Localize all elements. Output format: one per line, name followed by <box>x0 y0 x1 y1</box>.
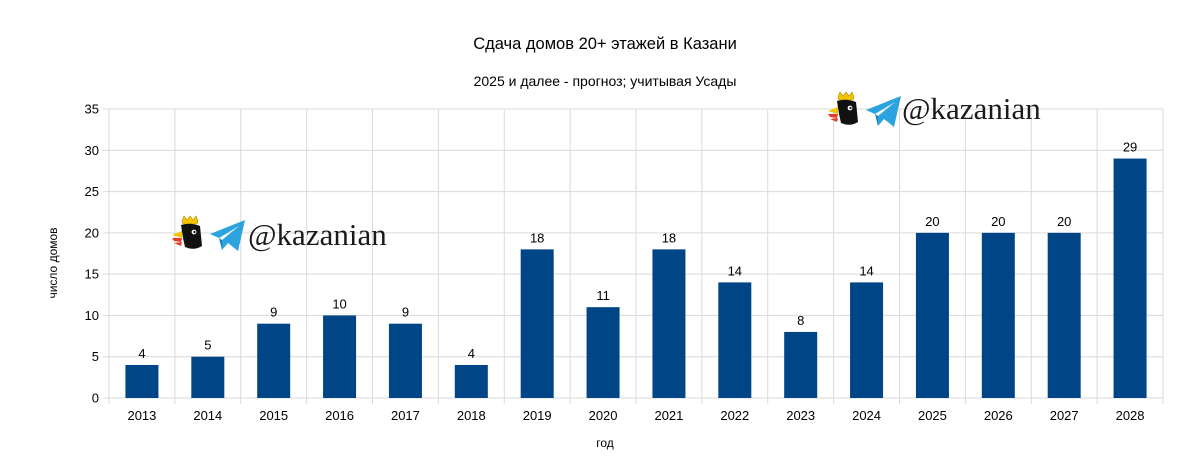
x-tick-label: 2024 <box>852 408 881 423</box>
data-label: 8 <box>797 313 804 328</box>
eagle-crown-icon <box>172 215 202 249</box>
eagle-crown-icon <box>828 91 858 125</box>
data-label: 20 <box>925 214 939 229</box>
data-labels: 4 5 9 10 9 4 18 11 18 14 8 14 20 20 20 29 <box>138 140 1137 361</box>
x-tick-label: 2016 <box>325 408 354 423</box>
bars <box>125 158 1147 398</box>
bar-2023 <box>784 331 818 398</box>
chart-title: Сдача домов 20+ этажей в Казани <box>473 35 737 53</box>
bar-2028 <box>1113 158 1147 398</box>
x-axis-title: год <box>596 436 614 450</box>
data-label: 20 <box>1057 214 1071 229</box>
bar-2013 <box>125 364 159 398</box>
data-label: 18 <box>530 230 544 245</box>
x-tick-label: 2019 <box>523 408 552 423</box>
bar-2021 <box>652 249 686 398</box>
y-tick-label: 20 <box>85 225 99 240</box>
telegram-icon <box>866 96 901 127</box>
bar-2027 <box>1047 232 1081 398</box>
x-tick-label: 2025 <box>918 408 947 423</box>
y-tick-label: 15 <box>85 267 99 282</box>
data-label: 20 <box>991 214 1005 229</box>
bar-2020 <box>586 307 620 398</box>
bar-2019 <box>520 249 554 398</box>
data-label: 4 <box>138 346 145 361</box>
x-tick-label: 2023 <box>786 408 815 423</box>
data-label: 4 <box>468 346 475 361</box>
bar-2017 <box>388 323 422 398</box>
x-tick-label: 2018 <box>457 408 486 423</box>
bar-2026 <box>981 232 1015 398</box>
data-label: 18 <box>662 230 676 245</box>
x-tick-label: 2026 <box>984 408 1013 423</box>
data-label: 11 <box>596 288 610 303</box>
bar-2024 <box>850 282 884 398</box>
x-tick-label: 2014 <box>193 408 222 423</box>
x-tick-label: 2028 <box>1116 408 1145 423</box>
y-tick-label: 35 <box>85 102 99 117</box>
y-tick-label: 30 <box>85 143 99 158</box>
bar-2016 <box>323 315 357 398</box>
bar-2015 <box>257 323 291 398</box>
bar-2025 <box>915 232 949 398</box>
bar-2022 <box>718 282 752 398</box>
data-label: 14 <box>859 263 873 278</box>
chart-subtitle: 2025 и далее - прогноз; учитывая Усады <box>474 73 737 89</box>
x-tick-label: 2017 <box>391 408 420 423</box>
data-label: 14 <box>728 263 742 278</box>
data-label: 29 <box>1123 140 1137 155</box>
data-label: 10 <box>332 296 346 311</box>
bar-2014 <box>191 356 225 398</box>
y-axis-title: число домов <box>46 227 60 298</box>
x-axis-ticks: 2013 2014 2015 2016 2017 2018 2019 2020 2021 2022… <box>127 408 1144 423</box>
y-tick-label: 10 <box>85 308 99 323</box>
watermark-text: @kazanian <box>248 217 387 252</box>
telegram-icon <box>210 220 245 251</box>
data-label: 5 <box>204 338 211 353</box>
x-tick-label: 2013 <box>127 408 156 423</box>
x-tick-label: 2021 <box>654 408 683 423</box>
x-tick-label: 2022 <box>720 408 749 423</box>
y-tick-label: 5 <box>92 349 99 364</box>
x-tick-label: 2020 <box>589 408 618 423</box>
grid-lines <box>103 108 1164 404</box>
bar-2018 <box>454 364 488 398</box>
data-label: 9 <box>402 305 409 320</box>
y-tick-label: 25 <box>85 184 99 199</box>
x-tick-label: 2015 <box>259 408 288 423</box>
watermark-text: @kazanian <box>902 91 1041 126</box>
watermark-left: @kazanian <box>172 215 387 252</box>
y-axis-ticks: 0 5 10 15 20 25 30 35 <box>85 102 99 406</box>
y-tick-label: 0 <box>92 391 99 406</box>
data-label: 9 <box>270 305 277 320</box>
x-tick-label: 2027 <box>1050 408 1079 423</box>
watermark-right: @kazanian <box>828 91 1041 127</box>
